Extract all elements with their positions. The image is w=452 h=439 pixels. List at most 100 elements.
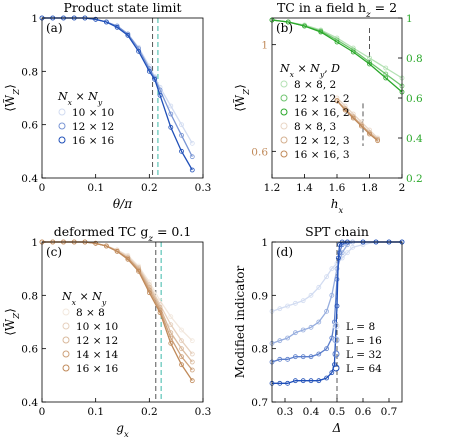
data-point — [136, 48, 142, 54]
y-tick-label: 0.6 — [21, 344, 38, 356]
data-point — [125, 32, 131, 38]
x-tick-label: 0.4 — [303, 406, 320, 418]
data-point — [157, 310, 163, 316]
data-point — [344, 250, 350, 256]
legend-marker — [62, 336, 70, 344]
data-point — [179, 362, 184, 368]
legend-marker — [332, 322, 340, 330]
data-point — [342, 107, 348, 113]
axes-frame — [41, 17, 204, 179]
data-point — [179, 354, 184, 360]
data-point — [335, 255, 341, 261]
x-axis-label: θ/π — [113, 197, 133, 211]
data-point — [285, 380, 291, 386]
x-tick-label: 1.4 — [296, 182, 313, 194]
data-point — [383, 75, 389, 81]
y-tick-label: 1 — [261, 40, 268, 52]
legend-marker — [280, 122, 288, 130]
panel-b: TC in a field hz = 2 1.2 1.4 1.6 1.8 2 0.6 1 0.2… — [232, 0, 423, 215]
data-point — [146, 290, 152, 296]
data-point — [329, 370, 335, 376]
legend-marker — [62, 350, 70, 358]
data-point — [168, 111, 174, 117]
data-point — [292, 300, 298, 306]
data-point — [334, 276, 340, 282]
x-tick-label: 0.6 — [355, 406, 372, 418]
data-point — [179, 327, 184, 333]
x-tick-label: 0.1 — [87, 406, 104, 418]
data-point — [329, 266, 335, 272]
legend: Nx × Ny8 × 8 10 × 10 12 × 12 14 × 14 16 × 16 — [61, 290, 119, 375]
data-point — [285, 335, 291, 341]
legend-label: 10 × 10 — [76, 321, 118, 333]
data-point — [308, 324, 314, 330]
data-point — [334, 303, 340, 309]
data-point — [189, 359, 195, 365]
data-point — [350, 115, 356, 121]
data-point — [179, 148, 184, 154]
legend-marker — [62, 364, 70, 372]
legend-label: 10 × 10 — [72, 107, 114, 119]
x-tick-label: 0 — [39, 406, 46, 418]
data-point — [157, 92, 163, 98]
data-point — [168, 124, 174, 130]
y-tick-label: 0.6 — [251, 146, 268, 158]
legend-label: 12 × 12, 2 — [294, 93, 350, 105]
data-point — [316, 319, 322, 325]
y-tick-label: 0.8 — [21, 66, 38, 78]
y-tick-label: 1 — [31, 237, 38, 249]
x-tick-label: 0.3 — [195, 182, 212, 194]
x-tick-label: 0.5 — [329, 406, 346, 418]
x-tick-label: 1.2 — [264, 182, 281, 194]
data-point — [136, 268, 142, 274]
data-point — [189, 167, 195, 173]
data-point — [285, 19, 291, 25]
legend-label: L = 16 — [346, 335, 382, 347]
y-tick-label: 1 — [31, 13, 38, 25]
x-tick-label: 0.2 — [141, 182, 158, 194]
data-point — [318, 29, 324, 35]
data-point — [179, 132, 184, 138]
panel-c: deformed TC gz = 0.1 0 0.1 0.2 0.3 0.4 0.6 0.8 1… — [2, 224, 212, 439]
y-axis-label: ⟨W̃Z⟩ — [2, 84, 21, 112]
legend-marker — [280, 108, 288, 116]
data-point — [179, 122, 184, 128]
y-tick-label: 0.6 — [21, 120, 38, 132]
data-point — [93, 240, 99, 246]
legend-label: L = 8 — [346, 321, 375, 333]
data-point — [168, 314, 174, 320]
data-point — [334, 39, 340, 45]
data-point — [324, 375, 330, 381]
data-point — [104, 19, 109, 25]
y-tick-label: 0.8 — [21, 290, 38, 302]
data-point — [375, 138, 381, 144]
data-point — [114, 24, 120, 30]
series-line — [271, 19, 403, 93]
panel-a: Product state limit 0 0.1 0.2 0.3 0.4 0.6 0.8 1 θ… — [2, 0, 212, 211]
legend-marker — [62, 322, 70, 330]
axes-frame — [41, 241, 204, 403]
data-point — [300, 354, 306, 360]
data-point — [114, 248, 120, 254]
data-point — [93, 16, 99, 22]
legend-marker — [280, 80, 288, 88]
data-point — [189, 378, 195, 384]
y-axis-label: ⟨W̃Z⟩ — [232, 84, 251, 112]
y-tick-label: 1 — [261, 237, 268, 249]
legend-title: Nx × Ny, D — [279, 62, 340, 79]
data-point — [324, 308, 330, 314]
y-tick-label-right: 0.2 — [406, 173, 423, 185]
data-point — [292, 378, 298, 384]
data-point — [292, 330, 298, 336]
y-tick-label: 0.7 — [251, 397, 268, 409]
y-axis-label: Modified indicator — [233, 266, 247, 379]
series-line — [42, 17, 193, 157]
data-point — [316, 284, 322, 290]
legend-label: 12 × 12, 3 — [294, 135, 350, 147]
data-point — [337, 242, 343, 248]
y-tick-label: 0.9 — [251, 290, 268, 302]
legend-label: 16 × 16 — [72, 135, 115, 147]
legend-label: 12 × 12 — [76, 335, 118, 347]
